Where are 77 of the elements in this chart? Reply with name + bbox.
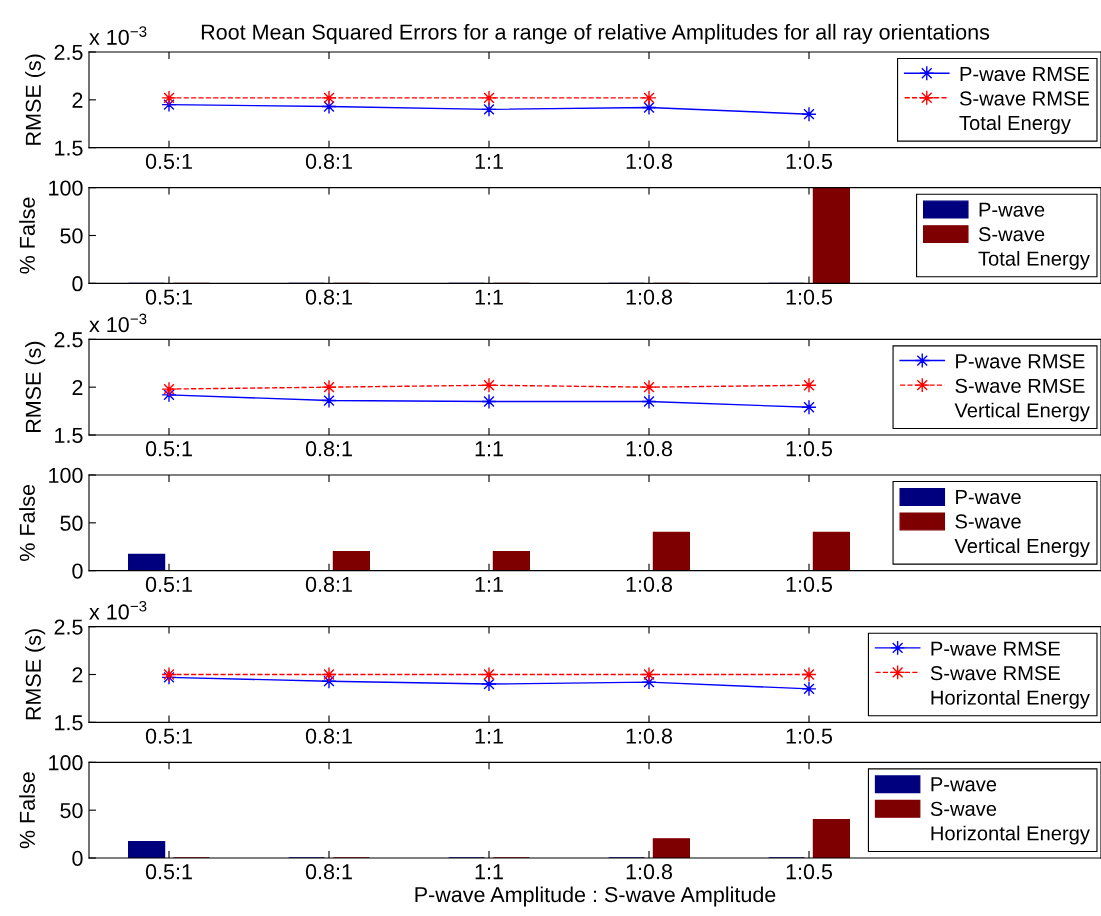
x-tick-label: 0.8:1 bbox=[305, 728, 352, 744]
x-tick-label: 0.8:1 bbox=[305, 576, 352, 593]
y-tick-label: 100 bbox=[49, 180, 83, 196]
x-tick-label: 1:0.5 bbox=[786, 576, 833, 593]
y-axis-title: % False bbox=[19, 484, 35, 561]
legend-label: S-wave RMSE bbox=[959, 91, 1090, 106]
legend-label: P-wave bbox=[979, 202, 1045, 217]
legend-label: S-wave bbox=[930, 801, 997, 816]
x-tick-label: 1:0.5 bbox=[786, 728, 833, 744]
y-tick-label: 1.5 bbox=[55, 715, 83, 731]
y-axis-title: RMSE (s) bbox=[25, 629, 46, 720]
y-axis-title: RMSE (s) bbox=[25, 341, 46, 433]
y-tick-label: 2 bbox=[72, 92, 83, 108]
y-tick-label: 2 bbox=[72, 667, 83, 683]
y-tick-label: 2.5 bbox=[54, 332, 83, 348]
text: x 10$^{−3}$ bbox=[89, 26, 147, 45]
legend-title: Horizontal Energy bbox=[931, 689, 1090, 709]
legend-label: S-wave bbox=[978, 227, 1045, 242]
legend-label: S-wave bbox=[955, 514, 1021, 529]
legend-label: P-wave RMSE bbox=[931, 641, 1060, 656]
x-tick-label: 1:1 bbox=[475, 289, 503, 305]
x-tick-label: 1:0.8 bbox=[626, 864, 673, 880]
x-tick-label: 0.5:1 bbox=[145, 576, 192, 593]
x-tick-label: 1:1 bbox=[475, 577, 503, 592]
legend-title: Horizontal Energy bbox=[931, 825, 1090, 845]
x-tick-label: 0.8:1 bbox=[305, 864, 352, 880]
y-tick-label: 1.5 bbox=[55, 140, 83, 156]
x-tick-label: 0.8:1 bbox=[305, 289, 352, 305]
text: x 10$^{−3}$ bbox=[89, 600, 147, 620]
x-tick-label: 1:0.8 bbox=[626, 728, 673, 744]
y-tick-label: 2.5 bbox=[54, 44, 83, 61]
chart-title: Root Mean Squared Errors for a range of relative Amplitudes for all ray orientations bbox=[201, 23, 990, 44]
y-tick-label: 50 bbox=[60, 228, 83, 244]
y-tick-label: 1.5 bbox=[55, 427, 83, 444]
y-tick-label: 100 bbox=[49, 755, 83, 771]
legend-label: P-wave bbox=[931, 777, 997, 792]
legend-title: Total Energy bbox=[959, 115, 1071, 135]
y-tick-label: 2.5 bbox=[54, 619, 83, 635]
x-tick-label: 1:0.5 bbox=[786, 864, 833, 880]
y-tick-label: 50 bbox=[60, 515, 83, 531]
legend-label: P-wave RMSE bbox=[960, 66, 1090, 82]
legend-title: Vertical Energy bbox=[954, 402, 1090, 422]
x-axis-title: P-wave Amplitude : S-wave Amplitude bbox=[415, 886, 776, 907]
y-tick-label: 0 bbox=[72, 563, 83, 579]
x-tick-label: 0.5:1 bbox=[145, 441, 192, 457]
legend-title: Vertical Energy bbox=[954, 538, 1090, 558]
x-tick-label: 1:0.8 bbox=[626, 576, 673, 593]
x-tick-label: 1:0.5 bbox=[786, 153, 833, 170]
x-tick-label: 0.8:1 bbox=[305, 441, 352, 457]
x-tick-label: 0.5:1 bbox=[145, 289, 192, 305]
x-tick-label: 0.5:1 bbox=[145, 864, 192, 880]
y-tick-label: 2 bbox=[72, 379, 83, 395]
x-tick-label: 0.8:1 bbox=[305, 153, 352, 170]
x-tick-label: 0.5:1 bbox=[145, 728, 192, 744]
y-tick-label: 0 bbox=[72, 850, 83, 867]
legend-label: S-wave RMSE bbox=[955, 378, 1085, 393]
x-tick-label: 1:0.8 bbox=[626, 153, 673, 170]
y-tick-label: 50 bbox=[60, 802, 83, 819]
legend-label: P-wave RMSE bbox=[956, 354, 1085, 369]
x-tick-label: 1:0.8 bbox=[626, 441, 673, 457]
x-tick-label: 1:0.5 bbox=[786, 441, 833, 457]
x-tick-label: 1:1 bbox=[475, 864, 503, 880]
x-tick-label: 1:1 bbox=[475, 441, 503, 457]
y-tick-label: 100 bbox=[49, 467, 83, 484]
legend-label: P-wave bbox=[956, 490, 1021, 505]
x-tick-label: 0.5:1 bbox=[145, 153, 192, 170]
y-axis-title: RMSE (s) bbox=[25, 54, 46, 145]
legend-label: S-wave RMSE bbox=[930, 666, 1060, 681]
x-tick-label: 1:0.8 bbox=[626, 289, 673, 305]
x-tick-label: 1:1 bbox=[475, 154, 503, 169]
y-tick-label: 0 bbox=[72, 276, 83, 292]
y-axis-title: % False bbox=[19, 197, 35, 274]
x-tick-label: 1:0.5 bbox=[786, 289, 833, 305]
legend-title: Total Energy bbox=[978, 250, 1090, 270]
text: x 10$^{−3}$ bbox=[89, 313, 147, 333]
y-axis-title: % False bbox=[19, 772, 35, 849]
x-tick-label: 1:1 bbox=[475, 728, 503, 744]
